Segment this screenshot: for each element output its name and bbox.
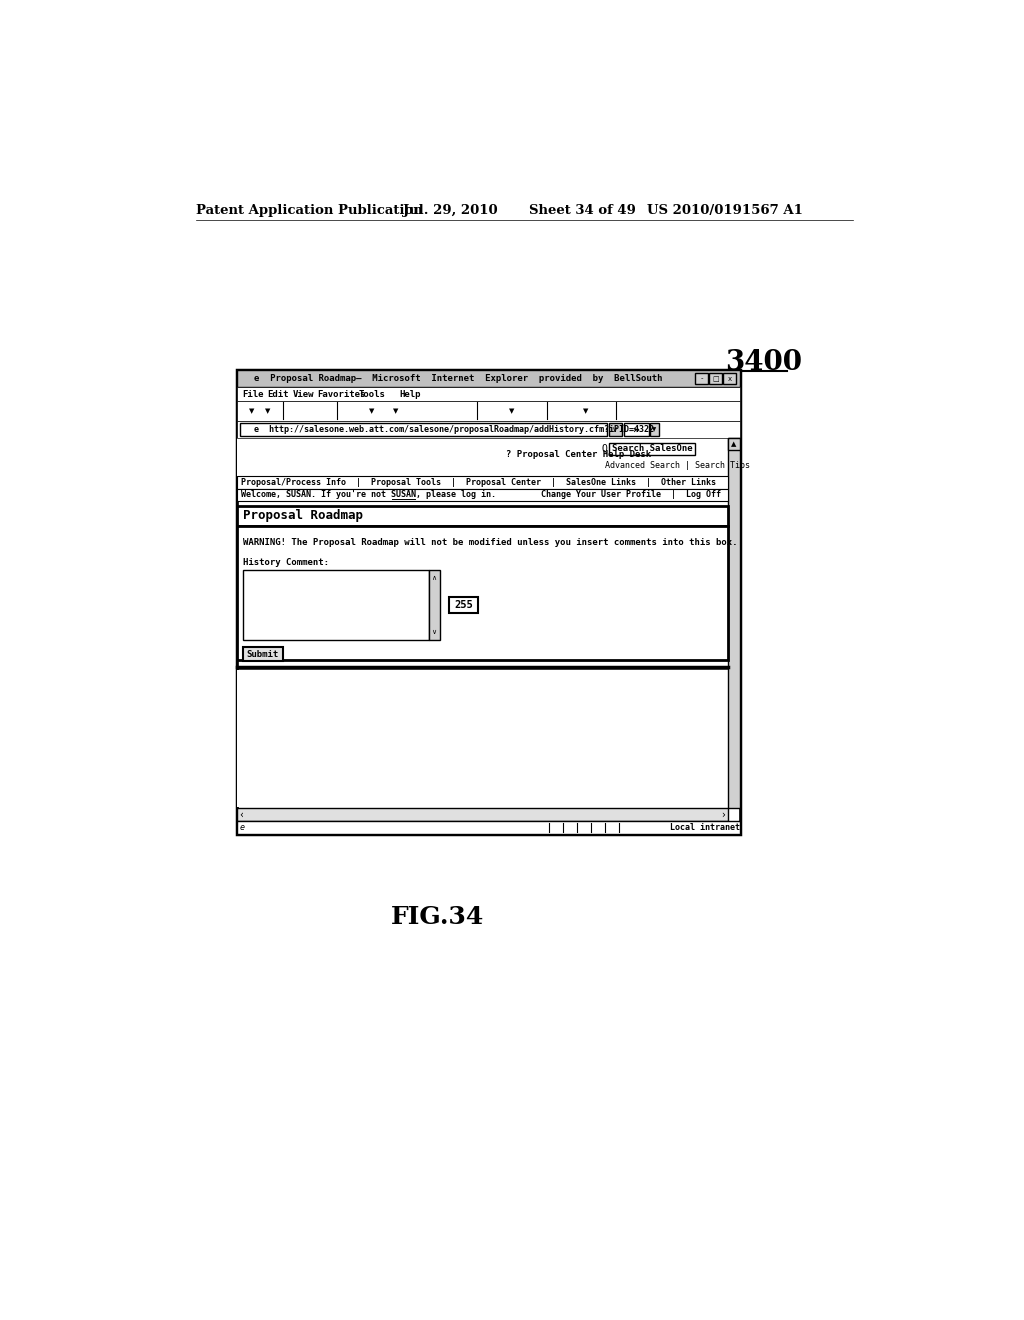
Text: »: » — [633, 425, 640, 434]
Text: ∧: ∧ — [431, 576, 436, 581]
Bar — [237, 387, 740, 401]
Bar — [237, 808, 728, 821]
Text: ▼: ▼ — [249, 408, 255, 414]
Text: -: - — [700, 376, 702, 381]
Text: 255: 255 — [455, 601, 473, 610]
Bar — [608, 422, 623, 437]
Bar — [728, 438, 740, 450]
Text: 3400: 3400 — [725, 350, 802, 376]
Text: Favorites: Favorites — [317, 389, 366, 399]
Text: Welcome, SUSAN. If you're not SUSAN, please log in.: Welcome, SUSAN. If you're not SUSAN, ple… — [241, 491, 497, 499]
Text: Submit: Submit — [247, 649, 279, 659]
Bar — [449, 597, 478, 612]
Text: File: File — [243, 389, 264, 399]
Text: □: □ — [712, 376, 719, 381]
Bar — [237, 506, 728, 525]
Bar — [237, 671, 728, 807]
Bar — [237, 821, 740, 834]
Text: Advanced Search | Search Tips: Advanced Search | Search Tips — [604, 461, 750, 470]
Text: ? Proposal Center Help Desk: ? Proposal Center Help Desk — [506, 450, 651, 459]
Bar — [237, 525, 728, 660]
Bar — [237, 421, 740, 438]
Text: ∨: ∨ — [612, 425, 618, 434]
Text: ›: › — [721, 809, 725, 820]
Text: WARNING! The Proposal Roadmap will not be modified unless you insert comments in: WARNING! The Proposal Roadmap will not b… — [243, 539, 737, 546]
Text: ▼: ▼ — [652, 426, 656, 432]
Text: x: x — [727, 376, 731, 381]
Text: ▼: ▼ — [583, 408, 588, 414]
Text: Patent Application Publication: Patent Application Publication — [197, 205, 423, 218]
Text: Tools: Tools — [359, 389, 386, 399]
Text: e: e — [240, 824, 245, 832]
Text: Q: Q — [601, 444, 607, 454]
Text: ∨: ∨ — [431, 628, 436, 635]
Bar — [710, 374, 722, 384]
Text: ▼: ▼ — [392, 408, 398, 414]
Bar — [240, 422, 607, 437]
Text: History Comment:: History Comment: — [243, 558, 329, 568]
Bar — [237, 370, 740, 834]
Text: US 2010/0191567 A1: US 2010/0191567 A1 — [647, 205, 803, 218]
Text: Local intranet: Local intranet — [671, 824, 740, 832]
Bar — [649, 422, 658, 437]
Text: ▼: ▼ — [370, 408, 375, 414]
Text: e  Proposal Roadmap–  Microsoft  Internet  Explorer  provided  by  BellSouth: e Proposal Roadmap– Microsoft Internet E… — [254, 374, 663, 383]
Bar — [237, 401, 740, 421]
Text: ‹: ‹ — [240, 809, 243, 820]
Text: Change Your User Profile  |  Log Off: Change Your User Profile | Log Off — [541, 491, 721, 499]
Text: Proposal/Process Info  |  Proposal Tools  |  Proposal Center  |  SalesOne Links : Proposal/Process Info | Proposal Tools |… — [241, 478, 731, 487]
Bar — [237, 477, 728, 488]
Text: View: View — [292, 389, 313, 399]
Text: e  http://salesone.web.att.com/salesone/proposalRoadmap/addHistory.cfm?iPID=4322: e http://salesone.web.att.com/salesone/p… — [254, 425, 653, 434]
Text: FIG.34: FIG.34 — [391, 904, 484, 929]
Text: Jul. 29, 2010: Jul. 29, 2010 — [403, 205, 498, 218]
Bar — [429, 570, 439, 640]
Bar — [695, 374, 708, 384]
Bar — [609, 442, 694, 455]
Bar — [243, 570, 429, 640]
Bar — [728, 438, 740, 808]
Text: Help: Help — [399, 389, 421, 399]
Bar — [723, 374, 735, 384]
Text: Sheet 34 of 49: Sheet 34 of 49 — [529, 205, 636, 218]
Text: ▼: ▼ — [509, 408, 514, 414]
Bar — [243, 647, 283, 661]
Text: ▼: ▼ — [265, 408, 270, 414]
Text: Edit: Edit — [267, 389, 289, 399]
Text: Proposal Roadmap: Proposal Roadmap — [243, 510, 362, 523]
Bar — [237, 438, 728, 477]
Bar — [624, 422, 649, 437]
Text: ▲: ▲ — [731, 441, 736, 447]
Bar — [237, 370, 740, 387]
Bar — [238, 372, 738, 833]
Bar — [237, 488, 728, 502]
Text: Search SalesOne: Search SalesOne — [612, 445, 693, 453]
